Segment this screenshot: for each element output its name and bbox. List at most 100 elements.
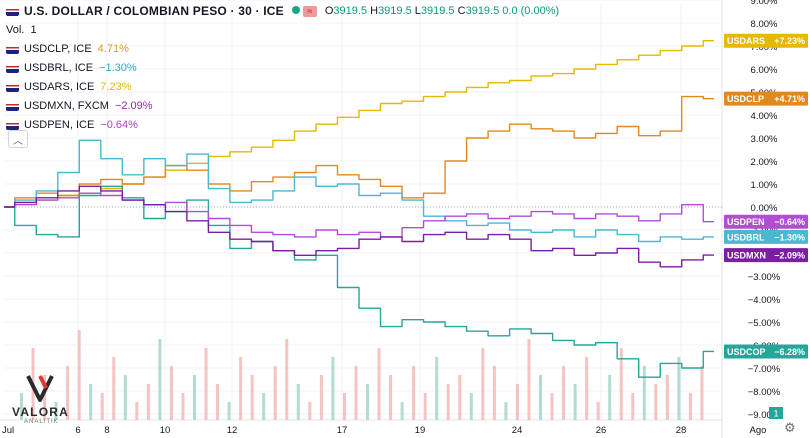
y-tick-label: −8.00%: [748, 387, 781, 398]
volume-bar: [504, 402, 508, 420]
legend-change: −0.64%: [100, 119, 138, 131]
series-tag-value: +7.23%: [774, 36, 805, 46]
volume-bar: [585, 357, 589, 420]
series-tag-name: USDCOP: [727, 347, 766, 357]
change-value: 0.0 (0.00%): [502, 5, 560, 17]
volume-bar: [539, 375, 542, 420]
y-tick-label: 0.00%: [751, 203, 778, 214]
chart-title: U.S. DOLLAR / COLOMBIAN PESO · 30 · ICE: [24, 4, 284, 18]
flag-icon: [6, 82, 19, 92]
flag-icon: [6, 6, 19, 16]
volume-bar: [446, 384, 450, 420]
volume-tag-value: 1: [773, 409, 778, 419]
volume-row[interactable]: Vol. 1: [6, 22, 37, 38]
legend-change: −2.09%: [114, 100, 153, 112]
x-tick-label: 19: [415, 425, 426, 436]
open-key: O: [324, 5, 334, 17]
volume-bar: [112, 357, 116, 420]
volume-bar: [492, 366, 496, 420]
series-lines: [4, 40, 714, 378]
delayed-data-icon: ≈: [302, 5, 317, 17]
volume-bar: [20, 393, 23, 420]
y-tick-label: 4.00%: [751, 111, 778, 122]
legend-change: −1.30%: [99, 62, 137, 74]
volume-bar: [654, 384, 658, 420]
series-tag-bg: [724, 33, 808, 48]
series-tag-value: −6.28%: [774, 347, 805, 357]
series-tag-value: −0.64%: [774, 217, 805, 227]
close-value: 3919.5: [465, 5, 500, 17]
volume-bar: [100, 393, 104, 420]
volume-bar: [146, 384, 150, 420]
market-status-badge[interactable]: ≈: [291, 5, 317, 17]
series-tag-bg: [724, 229, 808, 244]
volume-bar: [273, 366, 277, 420]
series-tag-usdclp: USDCLP +4.71%: [724, 91, 808, 106]
series-tag-bg: [724, 248, 808, 263]
volume-bar: [54, 402, 58, 420]
volume-bar: [665, 375, 669, 420]
volume-bar: [181, 393, 185, 420]
flag-icon: [6, 120, 19, 130]
y-tick-label: 8.00%: [751, 19, 778, 30]
y-tick-label: −3.00%: [748, 272, 781, 283]
series-tag-value: +4.71%: [774, 94, 805, 104]
volume-bar: [631, 393, 635, 420]
series-tag-usdbrl: USDBRL −1.30%: [724, 229, 808, 244]
volume-bar: [515, 384, 519, 420]
series-tag-name: USDPEN: [727, 217, 765, 227]
volume-bar: [77, 330, 81, 420]
series-tag-name: USDMXN: [727, 251, 766, 261]
volume-tag: 1: [769, 407, 783, 419]
legend-item-usdclp[interactable]: USDCLP, ICE 4.71%: [6, 41, 129, 57]
y-tick-label: 3.00%: [751, 134, 778, 145]
collapse-legend-button[interactable]: ︿: [8, 130, 28, 148]
volume-bar: [642, 366, 646, 420]
legend-item-usdars[interactable]: USDARS, ICE 7.23%: [6, 79, 132, 95]
legend-item-usdmxn[interactable]: USDMXN, FXCM −2.09%: [6, 98, 153, 114]
series-tag-bg: [724, 91, 808, 106]
volume-label: Vol.: [6, 24, 25, 36]
open-value: 3919.5: [333, 5, 368, 17]
legend-item-usdbrl[interactable]: USDBRL, ICE −1.30%: [6, 60, 137, 76]
series-tag-bg: [724, 344, 808, 359]
volume-bar: [458, 375, 462, 420]
legend-symbol: USDMXN, FXCM: [24, 100, 109, 112]
valora-mark-icon: [26, 375, 54, 402]
volume-bar: [412, 366, 416, 420]
volume-bar: [227, 402, 231, 420]
series-tag-value: −1.30%: [774, 232, 805, 242]
ohlc-values: O3919.5 H3919.5 L3919.5 C3919.5 0.0 (0.0…: [325, 5, 559, 17]
series-tag-bg: [724, 214, 808, 229]
series-line-usdbrl: [4, 139, 714, 243]
volume-bar: [423, 393, 427, 420]
volume-bar: [193, 375, 196, 420]
x-tick-label: 8: [104, 425, 109, 436]
main-symbol-row[interactable]: U.S. DOLLAR / COLOMBIAN PESO · 30 · ICE …: [6, 3, 559, 19]
legend-item-usdpen[interactable]: USDPEN, ICE −0.64%: [6, 117, 138, 133]
low-value: 3919.5: [420, 5, 455, 17]
watermark-logo: VALORA ANALITIK: [10, 372, 70, 425]
x-tick-label: Jul: [2, 425, 14, 436]
volume-tag-bg: [769, 407, 783, 419]
time-axis: Jul 6 8 10 12 17 19 24 26 28 Ago: [2, 425, 766, 436]
series-tag-name: USDARS: [727, 36, 765, 46]
volume-bar: [562, 366, 566, 420]
volume-bar: [158, 339, 162, 420]
series-line-usdmxn: [4, 185, 714, 268]
y-tick-label: 2.00%: [751, 157, 778, 168]
volume-bar: [596, 402, 600, 420]
series-tag-value: −2.09%: [774, 251, 805, 261]
volume-bar: [377, 348, 381, 420]
volume-bar: [123, 375, 127, 420]
series-tag-usdpen: USDPEN −0.64%: [724, 214, 808, 229]
volume-bar: [677, 357, 681, 420]
high-key: H: [370, 5, 379, 17]
series-tag-usdmxn: USDMXN −2.09%: [724, 248, 808, 263]
settings-gear-icon[interactable]: ⚙: [784, 420, 796, 435]
volume-bar: [366, 384, 369, 420]
y-tick-label: −9.00%: [748, 410, 781, 421]
volume-bar: [250, 375, 254, 420]
